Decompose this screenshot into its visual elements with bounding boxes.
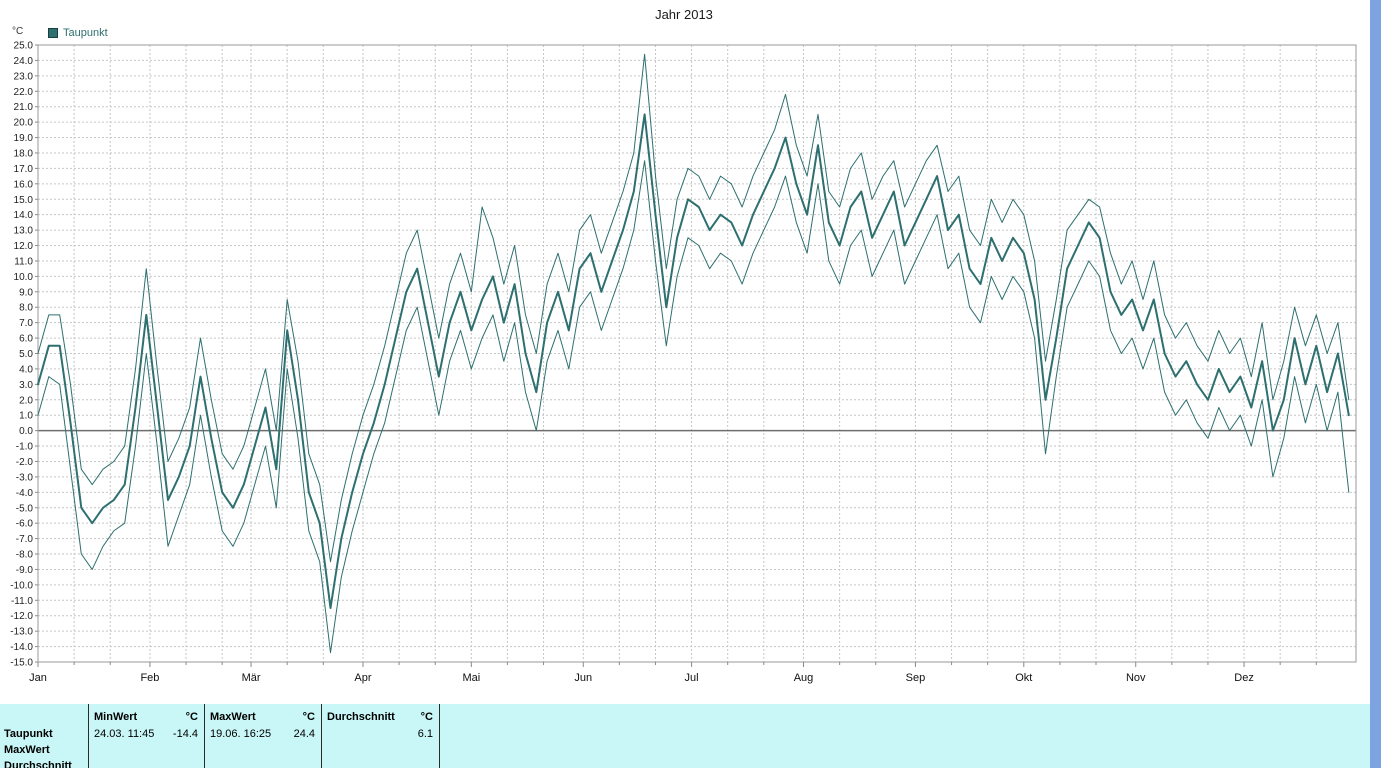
svg-text:-14.0: -14.0 xyxy=(10,642,33,653)
table-divider xyxy=(204,704,205,768)
svg-text:-8.0: -8.0 xyxy=(16,550,34,561)
svg-text:-4.0: -4.0 xyxy=(16,488,34,499)
page-title: Jahr 2013 xyxy=(655,7,713,22)
legend-label: Taupunkt xyxy=(63,27,108,39)
svg-text:4.0: 4.0 xyxy=(19,364,33,375)
max-value: 24.4 xyxy=(293,728,315,740)
svg-text:23.0: 23.0 xyxy=(14,71,34,82)
svg-text:Jul: Jul xyxy=(685,672,699,684)
min-value: -14.4 xyxy=(172,728,198,740)
table-divider xyxy=(439,704,440,768)
svg-text:-6.0: -6.0 xyxy=(16,519,34,530)
svg-text:25.0: 25.0 xyxy=(14,41,34,52)
svg-text:22.0: 22.0 xyxy=(14,87,34,98)
table-divider xyxy=(88,704,89,768)
svg-text:Aug: Aug xyxy=(794,672,814,684)
summary-table: MinWert °C MaxWert °C Durchschnitt °C Ta… xyxy=(0,704,1370,768)
svg-text:8.0: 8.0 xyxy=(19,303,33,314)
svg-text:-5.0: -5.0 xyxy=(16,503,34,514)
svg-text:14.0: 14.0 xyxy=(14,210,34,221)
svg-text:Jun: Jun xyxy=(574,672,592,684)
svg-text:-15.0: -15.0 xyxy=(10,658,33,669)
svg-text:15.0: 15.0 xyxy=(14,195,34,206)
svg-text:11.0: 11.0 xyxy=(14,256,33,267)
minwert-unit-label: °C xyxy=(185,711,198,723)
row-label-maxwert: MaxWert xyxy=(4,744,50,756)
svg-text:-2.0: -2.0 xyxy=(16,457,34,468)
svg-text:-3.0: -3.0 xyxy=(16,472,34,483)
svg-text:17.0: 17.0 xyxy=(14,164,34,175)
svg-text:Jan: Jan xyxy=(29,672,47,684)
svg-text:-12.0: -12.0 xyxy=(10,611,33,622)
svg-text:7.0: 7.0 xyxy=(19,318,33,329)
svg-text:2.0: 2.0 xyxy=(19,395,33,406)
svg-text:-13.0: -13.0 xyxy=(10,627,33,638)
svg-text:Feb: Feb xyxy=(140,672,159,684)
svg-text:Nov: Nov xyxy=(1126,672,1146,684)
column-header-maxwert: MaxWert °C xyxy=(210,711,315,723)
svg-text:-1.0: -1.0 xyxy=(16,442,34,453)
column-header-minwert: MinWert °C xyxy=(94,711,198,723)
svg-text:10.0: 10.0 xyxy=(14,272,34,283)
svg-text:0.0: 0.0 xyxy=(19,426,33,437)
durchschnitt-unit-label: °C xyxy=(420,711,433,723)
svg-text:19.0: 19.0 xyxy=(14,133,34,144)
maxwert-header-label: MaxWert xyxy=(210,711,256,723)
svg-text:18.0: 18.0 xyxy=(14,148,34,159)
window-right-edge xyxy=(1370,0,1381,768)
svg-text:13.0: 13.0 xyxy=(14,226,34,237)
row-label-durchschnitt: Durchschnitt xyxy=(4,760,72,768)
row-label-taupunkt: Taupunkt xyxy=(4,728,53,740)
svg-text:Sep: Sep xyxy=(906,672,926,684)
svg-text:20.0: 20.0 xyxy=(14,118,34,129)
maxwert-unit-label: °C xyxy=(302,711,315,723)
y-axis-unit-label: °C xyxy=(12,26,24,37)
avg-value: 6.1 xyxy=(417,728,433,740)
svg-text:24.0: 24.0 xyxy=(14,56,34,67)
svg-text:Mai: Mai xyxy=(462,672,480,684)
taupunkt-max-cell: 19.06. 16:25 24.4 xyxy=(210,728,315,740)
svg-text:5.0: 5.0 xyxy=(19,349,33,360)
svg-text:6.0: 6.0 xyxy=(19,334,33,345)
durchschnitt-header-label: Durchschnitt xyxy=(327,711,395,723)
svg-text:Apr: Apr xyxy=(354,672,371,684)
dewpoint-year-line-chart: -15.0 -14.0 -13.0 -12.0 -11.0 -10.0 -9.0 -8.0 -7… xyxy=(10,41,1357,684)
svg-text:16.0: 16.0 xyxy=(14,179,34,190)
legend-color-swatch-icon xyxy=(48,28,58,38)
legend: Taupunkt xyxy=(48,27,108,39)
table-divider xyxy=(321,704,322,768)
minwert-header-label: MinWert xyxy=(94,711,138,723)
taupunkt-avg-cell: 6.1 xyxy=(327,728,433,740)
svg-text:12.0: 12.0 xyxy=(14,241,34,252)
svg-text:Mär: Mär xyxy=(242,672,261,684)
svg-text:Okt: Okt xyxy=(1015,672,1032,684)
min-timestamp: 24.03. 11:45 xyxy=(94,728,155,740)
svg-text:21.0: 21.0 xyxy=(14,102,34,113)
svg-text:-7.0: -7.0 xyxy=(16,534,34,545)
svg-text:9.0: 9.0 xyxy=(19,287,33,298)
taupunkt-min-cell: 24.03. 11:45 -14.4 xyxy=(94,728,198,740)
svg-text:1.0: 1.0 xyxy=(19,411,33,422)
max-timestamp: 19.06. 16:25 xyxy=(210,728,272,740)
svg-text:Dez: Dez xyxy=(1234,672,1254,684)
svg-text:-9.0: -9.0 xyxy=(16,565,34,576)
svg-text:3.0: 3.0 xyxy=(19,380,33,391)
svg-text:-11.0: -11.0 xyxy=(11,596,33,607)
svg-text:-10.0: -10.0 xyxy=(10,580,33,591)
column-header-durchschnitt: Durchschnitt °C xyxy=(327,711,433,723)
